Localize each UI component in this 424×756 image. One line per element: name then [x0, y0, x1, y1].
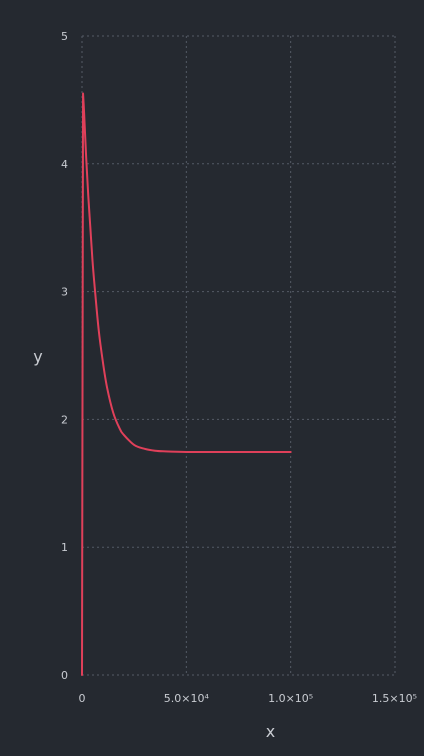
y-tick-label: 0 [61, 669, 68, 682]
y-tick-label: 2 [61, 413, 68, 426]
x-tick-label: 0 [79, 692, 86, 705]
y-tick-label: 4 [61, 158, 68, 171]
tick-labels: 0 1 2 3 4 5 0 5.0×10⁴ 1.0×10⁵ 1.5×10⁵ [61, 30, 417, 705]
series-line [81, 92, 292, 676]
y-tick-label: 5 [61, 30, 68, 43]
x-axis-title: x [266, 722, 275, 741]
y-axis-title: y [33, 347, 42, 366]
x-tick-label: 1.5×10⁵ [372, 692, 417, 705]
series-layer [81, 92, 292, 676]
grid [81, 35, 396, 676]
x-tick-label: 5.0×10⁴ [164, 692, 210, 705]
y-tick-label: 1 [61, 541, 68, 554]
x-tick-label: 1.0×10⁵ [268, 692, 313, 705]
y-tick-label: 3 [61, 286, 68, 299]
